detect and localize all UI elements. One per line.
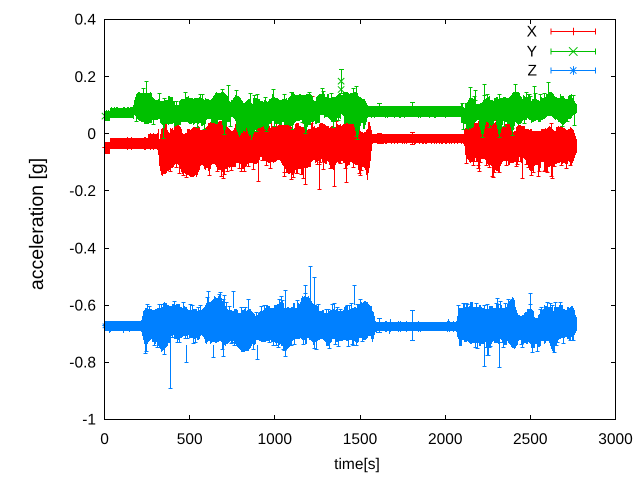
svg-text:-0.6: -0.6	[69, 297, 96, 314]
svg-text:0: 0	[87, 126, 96, 143]
svg-text:-0.2: -0.2	[69, 183, 96, 200]
svg-text:0.2: 0.2	[74, 69, 96, 86]
svg-text:3000: 3000	[598, 431, 633, 448]
svg-text:X: X	[527, 24, 538, 41]
svg-text:1500: 1500	[343, 431, 378, 448]
svg-text:acceleration [g]: acceleration [g]	[26, 158, 48, 290]
svg-text:2500: 2500	[513, 431, 548, 448]
svg-text:Z: Z	[528, 63, 537, 80]
svg-text:0.4: 0.4	[74, 12, 96, 29]
svg-text:Y: Y	[527, 44, 537, 61]
svg-text:0: 0	[100, 431, 109, 448]
svg-text:2000: 2000	[428, 431, 463, 448]
svg-text:1000: 1000	[258, 431, 293, 448]
svg-text:time[s]: time[s]	[334, 456, 380, 473]
svg-text:-0.4: -0.4	[69, 240, 96, 257]
svg-text:500: 500	[177, 431, 203, 448]
svg-text:-1: -1	[82, 412, 96, 429]
svg-text:-0.8: -0.8	[69, 355, 96, 372]
